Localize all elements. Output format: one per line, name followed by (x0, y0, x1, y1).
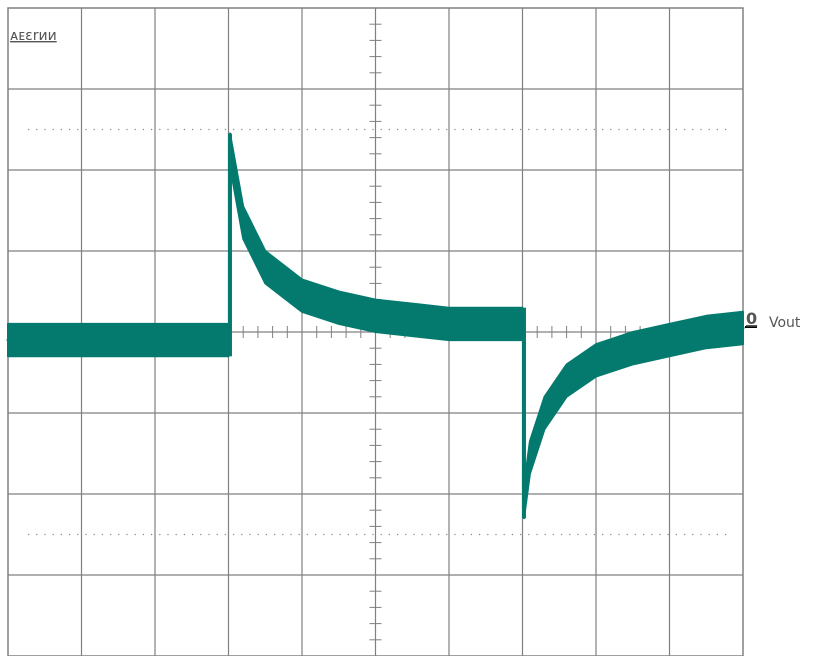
trace-ground-marker: 0 Vout (746, 309, 801, 331)
trace-layer (6, 132, 757, 520)
trace-point (594, 358, 598, 362)
trace-point (241, 221, 245, 225)
corner-label: ᴀᴇɛrᴎᴎ (10, 28, 57, 44)
trace-point (741, 326, 745, 330)
trace-band (229, 132, 524, 342)
trace-point (528, 456, 532, 460)
trace-point (521, 322, 524, 326)
trace-step-edge (521, 307, 526, 519)
trace-point (337, 306, 341, 310)
trace-point (227, 338, 230, 342)
trace-point (300, 294, 304, 298)
trace-point (447, 322, 451, 326)
trace-point (565, 379, 569, 383)
trace-point (228, 148, 232, 152)
trace-point (522, 500, 526, 504)
trace-point (6, 338, 10, 342)
trace-zero-marker: 0 (746, 309, 757, 328)
trace-point (543, 411, 547, 415)
trace-label-vout: Vout (769, 315, 801, 331)
trace-point (704, 330, 708, 334)
trace-band (523, 310, 744, 520)
trace-point (668, 338, 671, 342)
trace-point (263, 265, 267, 269)
trace-point (410, 318, 414, 322)
trace-band (7, 322, 230, 358)
trace-point (631, 346, 635, 350)
trace-point (374, 314, 377, 318)
trace-step-edge (227, 133, 232, 357)
